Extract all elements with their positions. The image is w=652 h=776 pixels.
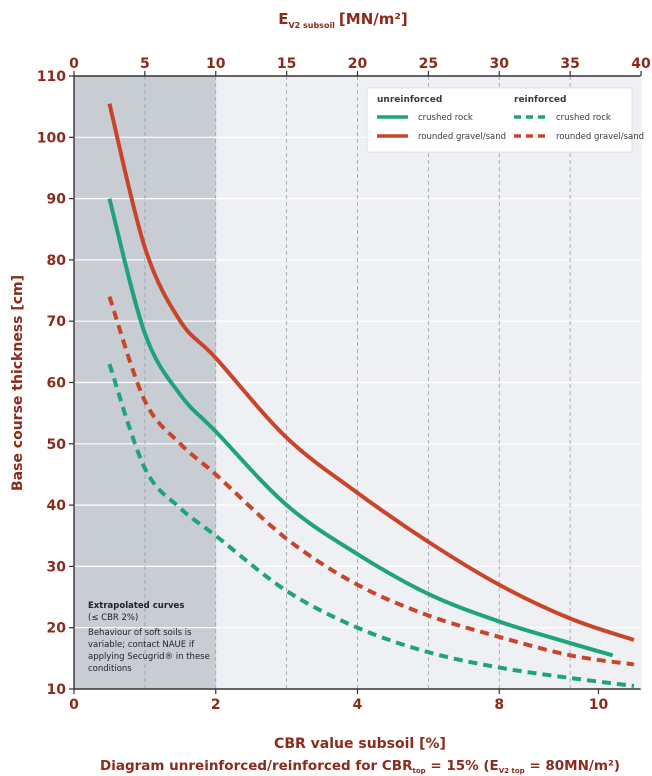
legend-label-unreinforced-rounded-gravel: rounded gravel/sand	[418, 132, 506, 142]
y-axis-title: Base course thickness [cm]	[10, 275, 26, 491]
x-top-tick-label: 35	[560, 56, 579, 72]
note-line: variable; contact NAUE if	[88, 640, 195, 650]
legend-label-reinforced-rounded-gravel: rounded gravel/sand	[556, 132, 644, 142]
note-line: Behaviour of soft soils is	[88, 628, 192, 638]
note-line: applying Secugrid® in these	[88, 652, 210, 662]
y-tick-label: 20	[47, 621, 67, 637]
x-top-tick-label: 15	[277, 56, 296, 72]
note-line: (≤ CBR 2%)	[88, 613, 138, 623]
y-tick-label: 110	[37, 69, 66, 85]
y-tick-label: 100	[37, 130, 66, 146]
note-line: conditions	[88, 664, 132, 674]
legend-label-unreinforced-crushed-rock: crushed rock	[418, 113, 473, 123]
y-tick-label: 50	[47, 437, 67, 453]
series-line-reinforced-rounded-gravel	[107, 296, 635, 667]
x-bottom-tick-label: 0	[69, 697, 79, 713]
x-top-tick-label: 30	[490, 56, 510, 72]
y-tick-label: 40	[47, 498, 67, 514]
y-tick-label: 60	[47, 376, 67, 392]
legend: unreinforced reinforced crushed rock rou…	[366, 87, 644, 153]
x-axis-title: CBR value subsoil [%]	[274, 736, 446, 752]
extrapolation-note: Extrapolated curves (≤ CBR 2%) Behaviour…	[88, 601, 210, 674]
note-title: Extrapolated curves	[88, 601, 184, 611]
x-top-tick-label: 10	[206, 56, 226, 72]
y-tick-label: 70	[47, 314, 67, 330]
series-line-unreinforced-rounded-gravel	[107, 103, 635, 642]
x-bottom-tick-label: 8	[494, 697, 504, 713]
x-top-tick-label: 25	[419, 56, 438, 72]
y-tick-label: 90	[47, 192, 67, 208]
series-line-reinforced-crushed-rock	[107, 363, 635, 688]
y-tick-label: 30	[47, 559, 67, 575]
x-top-tick-label: 5	[140, 56, 150, 72]
legend-label-reinforced-crushed-rock: crushed rock	[556, 113, 611, 123]
series-line-unreinforced-crushed-rock	[107, 198, 614, 658]
x-bottom-tick-label: 4	[353, 697, 363, 713]
chart-caption: Diagram unreinforced/reinforced for CBRt…	[100, 758, 620, 775]
x-bottom-tick-label: 2	[211, 697, 221, 713]
legend-group-reinforced: reinforced	[514, 95, 566, 105]
top-axis-title: EV2 subsoil [MN/m²]	[278, 10, 408, 30]
x-top-tick-label: 20	[348, 56, 368, 72]
x-bottom-tick-label: 10	[589, 697, 609, 713]
y-tick-label: 80	[47, 253, 67, 269]
y-tick-label: 10	[47, 682, 67, 698]
legend-group-unreinforced: unreinforced	[377, 95, 442, 105]
x-top-tick-label: 40	[631, 56, 651, 72]
x-top-tick-label: 0	[69, 56, 79, 72]
